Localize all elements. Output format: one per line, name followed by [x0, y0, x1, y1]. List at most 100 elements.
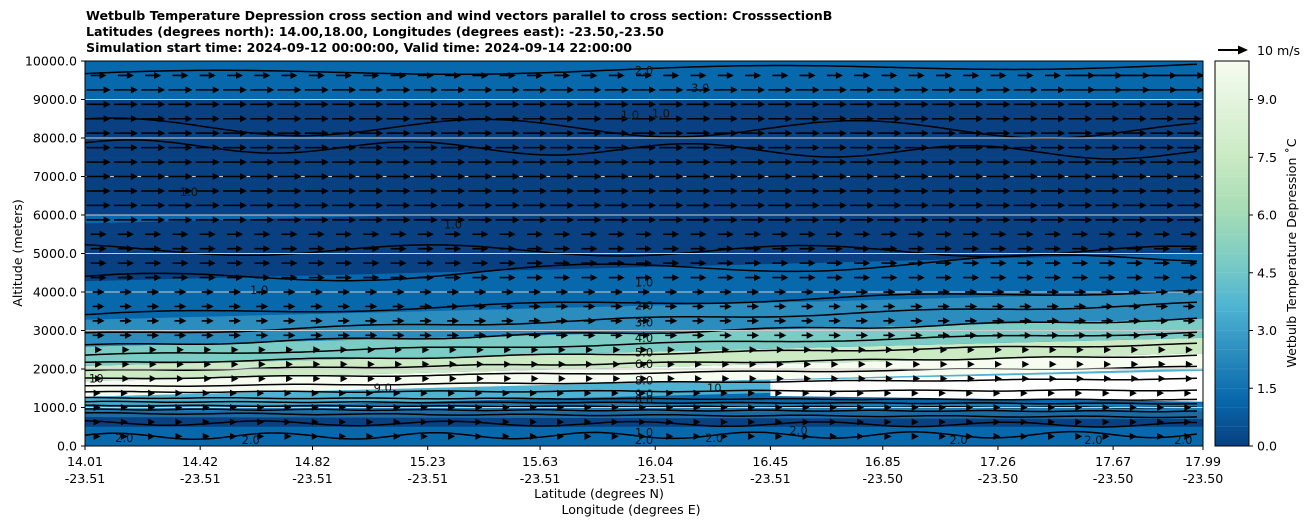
wind-vector [1013, 187, 1038, 195]
wind-vector [168, 129, 193, 137]
wind-vector [304, 173, 329, 180]
wind-vector [967, 346, 975, 354]
wind-vector [990, 245, 1007, 253]
wind-vector [713, 129, 738, 137]
wind-vector [526, 259, 543, 267]
x-tick-label-lat: 16.45 [752, 454, 788, 469]
wind-vector [1095, 173, 1120, 180]
wind-vector [749, 375, 757, 383]
wind-vector [741, 201, 766, 209]
wind-vector [713, 144, 738, 152]
svg-text:1.0: 1.0 [635, 275, 653, 289]
wind-vector [1101, 302, 1114, 310]
colorbar-tick-label: 3.0 [1257, 323, 1277, 338]
wind-vector [959, 86, 984, 94]
wind-vector [393, 389, 401, 397]
wind-vector [884, 389, 892, 397]
wind-vector [468, 173, 493, 180]
wind-vector [1131, 360, 1139, 368]
wind-vector [663, 274, 680, 282]
y-tick-label: 10000.0 [25, 54, 77, 69]
wind-vector [1048, 389, 1056, 397]
wind-vector [1122, 187, 1147, 195]
wind-vector [195, 187, 220, 195]
wind-vector [768, 173, 793, 180]
wind-vector [148, 432, 156, 440]
wind-vector [986, 173, 1011, 180]
wind-vector [311, 418, 319, 426]
wind-vector [522, 187, 547, 195]
wind-vector [522, 158, 547, 166]
wind-vector [141, 187, 166, 195]
wind-vector [386, 129, 411, 137]
wind-vector [141, 86, 166, 94]
wind-vector [1076, 346, 1084, 354]
wind-vector [254, 230, 271, 238]
wind-vector [468, 115, 493, 123]
wind-vector [1048, 404, 1056, 411]
wind-vector [1181, 274, 1198, 282]
wind-vector [822, 115, 847, 123]
wind-vector [441, 158, 466, 166]
y-tick-label: 4000.0 [33, 285, 77, 300]
wind-vector [931, 86, 956, 94]
wind-vector [176, 360, 184, 368]
wind-vector [195, 86, 220, 94]
contour-label: 9.0 [374, 381, 392, 395]
x-tick-label-lon: -23.50 [1093, 471, 1134, 486]
wind-vector [202, 389, 210, 397]
wind-vector [913, 346, 921, 354]
wind-vector [908, 259, 925, 267]
wind-vector [667, 360, 675, 368]
wind-vector [935, 245, 952, 253]
wind-vector [120, 389, 128, 397]
wind-vector [1049, 375, 1057, 383]
wind-vector [640, 375, 648, 383]
wind-vector [713, 158, 738, 166]
wind-vector [776, 360, 784, 368]
wind-vector [222, 201, 247, 209]
wind-vector [1092, 71, 1123, 79]
wind-vector [774, 331, 787, 339]
wind-vector [141, 158, 166, 166]
wind-vector [336, 274, 353, 282]
wind-vector [604, 216, 629, 224]
svg-text:1.0: 1.0 [180, 185, 198, 199]
wind-vector [772, 274, 789, 282]
wind-vector [993, 389, 1001, 397]
wind-vector [313, 346, 321, 354]
wind-vector [986, 144, 1011, 152]
wind-vector [910, 317, 923, 325]
wind-vector [93, 418, 101, 426]
wind-vector [904, 173, 929, 180]
wind-vector [557, 418, 565, 426]
wind-vector [475, 404, 483, 411]
wind-vector [745, 259, 762, 267]
wind-vector [854, 230, 871, 238]
wind-vector [229, 389, 237, 397]
wind-vector [1101, 288, 1114, 296]
wind-vector [420, 389, 428, 397]
wind-vector [340, 375, 348, 383]
wind-vector [938, 418, 946, 426]
wind-vector [257, 418, 265, 426]
wind-vector [967, 375, 975, 383]
wind-vector [413, 216, 438, 224]
wind-vector [610, 317, 623, 325]
wind-vector [228, 331, 241, 339]
wind-vector [448, 404, 456, 411]
wind-vector [959, 173, 984, 180]
wind-vector [550, 201, 575, 209]
svg-text:2.0: 2.0 [635, 298, 653, 312]
wind-vector [692, 302, 705, 310]
wind-vector [499, 230, 516, 238]
wind-vector [804, 360, 812, 368]
wind-vector [822, 173, 847, 180]
wind-vector [417, 71, 434, 79]
wind-vector [1150, 144, 1175, 152]
wind-vector [1045, 230, 1062, 238]
wind-vector [632, 187, 656, 195]
wind-vector [359, 129, 384, 137]
wind-vector [713, 100, 738, 108]
wind-vector [885, 375, 893, 383]
